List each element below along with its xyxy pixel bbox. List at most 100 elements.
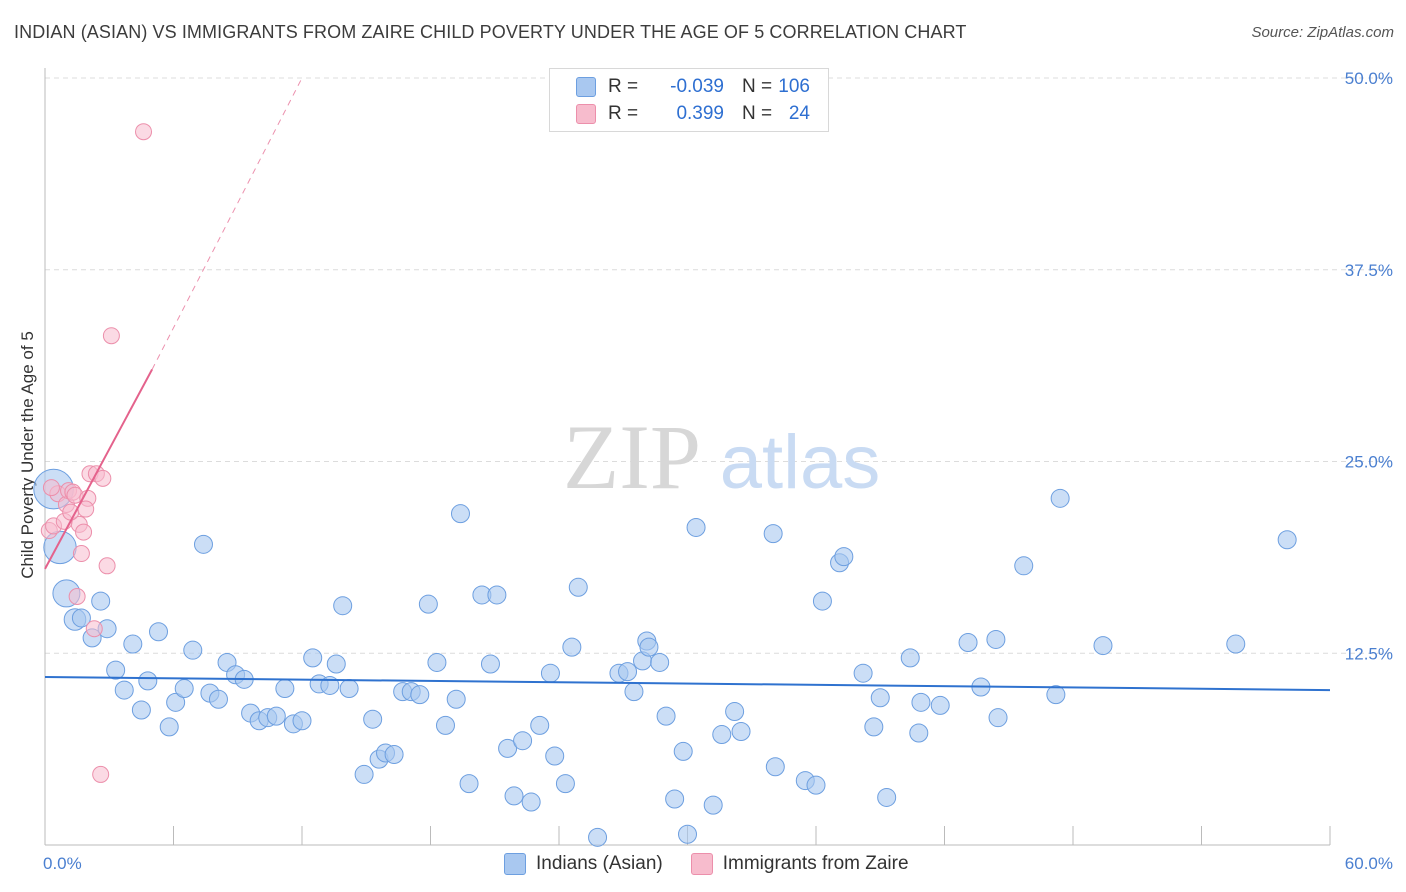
point-immigrants-zaire (75, 523, 93, 541)
point-indians-asian (624, 682, 644, 702)
legend-r-label: R = (608, 103, 639, 124)
point-indians-asian (363, 709, 383, 729)
point-indians-asian (427, 652, 447, 672)
point-indians-asian (123, 634, 143, 654)
series-legend: Indians (Asian) Immigrants from Zaire (504, 851, 937, 877)
point-indians-asian (459, 774, 479, 794)
point-indians-asian (864, 717, 884, 737)
point-indians-asian (555, 774, 575, 794)
point-indians-asian (410, 685, 430, 705)
point-indians-asian (303, 648, 323, 668)
grid-lines (45, 77, 1392, 654)
point-indians-asian (1046, 685, 1066, 705)
point-indians-asian (450, 504, 470, 524)
point-indians-asian (877, 787, 897, 807)
point-immigrants-zaire (94, 469, 112, 487)
point-indians-asian (106, 660, 126, 680)
point-indians-asian (275, 679, 295, 699)
point-indians-asian (712, 725, 732, 745)
legend-label-zaire: Immigrants from Zaire (722, 853, 909, 874)
point-indians-asian (812, 591, 832, 611)
point-indians-asian (149, 622, 169, 642)
point-indians-asian (114, 680, 134, 700)
point-indians-asian (909, 723, 929, 743)
point-indians-asian (91, 591, 111, 611)
point-indians-asian (870, 688, 890, 708)
legend-swatch-blue (504, 853, 526, 875)
point-indians-asian (650, 652, 670, 672)
point-indians-asian (673, 741, 693, 761)
point-indians-asian (487, 585, 507, 605)
point-indians-asian (562, 637, 582, 657)
point-indians-asian (71, 608, 91, 628)
point-immigrants-zaire (135, 123, 153, 141)
point-indians-asian (853, 663, 873, 683)
trend-lines (44, 77, 1331, 692)
legend-r-label: R = (608, 76, 639, 97)
point-immigrants-zaire (98, 557, 116, 575)
point-indians-asian (540, 663, 560, 683)
point-indians-asian (208, 689, 228, 709)
legend-swatch-blue (576, 77, 596, 97)
legend-n-value: 106 (778, 76, 810, 97)
point-indians-asian (1277, 530, 1297, 550)
tick-labels: 12.5% 25.0% 37.5% 50.0% 0.0% 60.0% (43, 69, 1393, 873)
point-indians-asian (138, 671, 158, 691)
point-indians-asian (513, 731, 533, 751)
point-indians-asian (1093, 636, 1113, 656)
legend-n-value: 24 (788, 103, 810, 124)
legend-item-zaire[interactable]: Immigrants from Zaire (690, 853, 909, 875)
point-indians-asian (1014, 556, 1034, 576)
trend-line-indians (44, 676, 1331, 692)
point-indians-asian (678, 824, 697, 844)
watermark: ZIP atlas (563, 406, 880, 508)
point-indians-asian (339, 679, 359, 699)
legend-row-zaire: R = 0.399 N = 24 (576, 101, 810, 127)
chart-source: Source: ZipAtlas.com (1251, 24, 1394, 41)
point-indians-asian (568, 577, 588, 597)
trend-line-zaire-extension (151, 77, 303, 370)
y-tick-label: 25.0% (1345, 453, 1393, 472)
legend-r-value: -0.039 (670, 76, 724, 97)
point-indians-asian (418, 594, 438, 614)
point-indians-asian (498, 738, 518, 758)
point-indians-asian (1226, 634, 1246, 654)
point-immigrants-zaire (68, 587, 86, 605)
point-immigrants-zaire (102, 327, 120, 345)
x-tick-label: 0.0% (43, 854, 82, 873)
point-immigrants-zaire (72, 545, 90, 563)
point-indians-asian (900, 648, 920, 668)
point-indians-asian (911, 692, 931, 712)
point-indians-asian (504, 786, 524, 806)
point-indians-asian (656, 706, 676, 726)
point-indians-asian (326, 654, 346, 674)
y-tick-label: 12.5% (1345, 644, 1393, 663)
trend-line-zaire (44, 368, 153, 570)
legend-row-indians: R = -0.039 N = 106 (576, 74, 810, 100)
point-indians-asian (446, 689, 466, 709)
point-indians-asian (763, 524, 783, 544)
point-indians-asian (731, 721, 751, 741)
point-indians-asian (530, 715, 550, 735)
point-indians-asian (958, 633, 978, 653)
point-indians-asian (521, 792, 541, 812)
series-immigrants-zaire (40, 123, 153, 783)
watermark-zip: ZIP (563, 406, 701, 508)
point-indians-asian (588, 827, 608, 847)
point-indians-asian (266, 706, 286, 726)
y-tick-label: 37.5% (1345, 261, 1393, 280)
point-immigrants-zaire (85, 620, 103, 638)
legend-r-value: 0.399 (676, 103, 724, 124)
legend-item-indians[interactable]: Indians (Asian) (504, 853, 663, 875)
point-indians-asian (545, 746, 565, 766)
point-indians-asian (765, 757, 785, 777)
point-indians-asian (435, 715, 455, 735)
point-indians-asian (159, 717, 179, 737)
point-indians-asian (930, 695, 950, 715)
point-immigrants-zaire (92, 765, 110, 783)
point-indians-asian (618, 662, 638, 682)
point-indians-asian (480, 654, 500, 674)
point-indians-asian (686, 517, 706, 537)
y-tick-label: 50.0% (1345, 69, 1393, 88)
